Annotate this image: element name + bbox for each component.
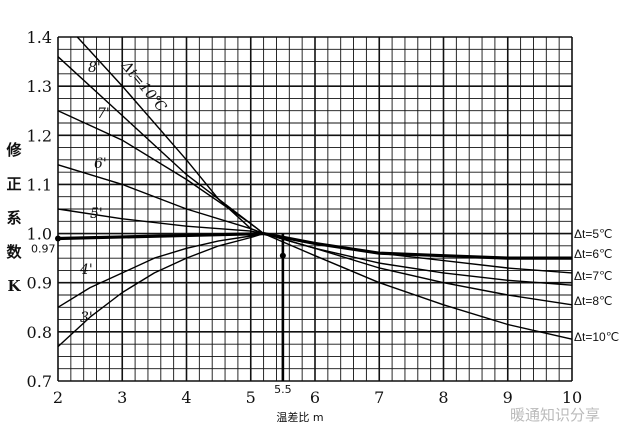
curve-line — [57, 110, 573, 306]
y-tick-label: 0.9 — [27, 274, 52, 293]
y-tick-label: 1.3 — [27, 77, 52, 96]
y-axis-label-char: 数 — [6, 243, 22, 261]
grid — [57, 36, 573, 382]
right-series-label: Δt=5℃ — [574, 227, 613, 241]
watermark-text: 暖通知识分享 — [510, 406, 600, 423]
y-axis-label-char: 修 — [5, 141, 22, 159]
x-tick-label: 6 — [310, 388, 320, 407]
curves — [57, 36, 573, 348]
curve-line — [76, 36, 573, 340]
x-tick-label: 8 — [438, 388, 448, 407]
x-tick-label: 5 — [246, 388, 256, 407]
curve-line — [57, 208, 573, 274]
x-tick-label: 10 — [562, 388, 582, 407]
y-axis-label-char: 正 — [6, 175, 21, 193]
curve-number-label: 7' — [97, 106, 110, 122]
curve-number-label: 6' — [94, 156, 107, 172]
y-tick-label: 1.4 — [27, 28, 52, 47]
x-tick-label: 7 — [374, 388, 384, 407]
x-tick-label: 2 — [53, 388, 63, 407]
curve-line — [57, 232, 264, 308]
y-tick-label: 0.7 — [27, 372, 52, 391]
curve-number-label: 3' — [80, 310, 93, 326]
x-axis-label: 温差比 m — [276, 410, 323, 423]
right-series-label: Δt=7℃ — [574, 269, 613, 283]
y-tick-label: 0.8 — [27, 323, 52, 342]
y-tick-label: 1.1 — [27, 175, 52, 194]
curve-number-label: 4' — [79, 262, 93, 278]
y-axis-label-char: 系 — [6, 209, 21, 227]
y-marker-label: 0.97 — [31, 242, 56, 255]
curve-line — [57, 56, 265, 235]
right-series-label: Δt=10℃ — [574, 330, 619, 344]
curve-line — [57, 232, 264, 348]
y-tick-label: 1.2 — [27, 126, 52, 145]
y-axis-label-char: K — [7, 277, 21, 295]
x-tick-label: 3 — [117, 388, 127, 407]
curve-number-label: 5' — [90, 206, 103, 222]
markers — [55, 233, 286, 381]
curve-number-label: 8' — [88, 60, 101, 76]
intersection-dot — [279, 252, 286, 259]
y-tick-label: 1.0 — [27, 225, 52, 244]
x-tick-label: 9 — [503, 388, 513, 407]
x-marker-label: 5.5 — [274, 383, 292, 396]
right-series-label: Δt=6℃ — [574, 247, 613, 261]
right-series-label: Δt=8℃ — [574, 294, 613, 308]
axis-dot — [55, 235, 61, 242]
x-tick-label: 4 — [181, 388, 191, 407]
